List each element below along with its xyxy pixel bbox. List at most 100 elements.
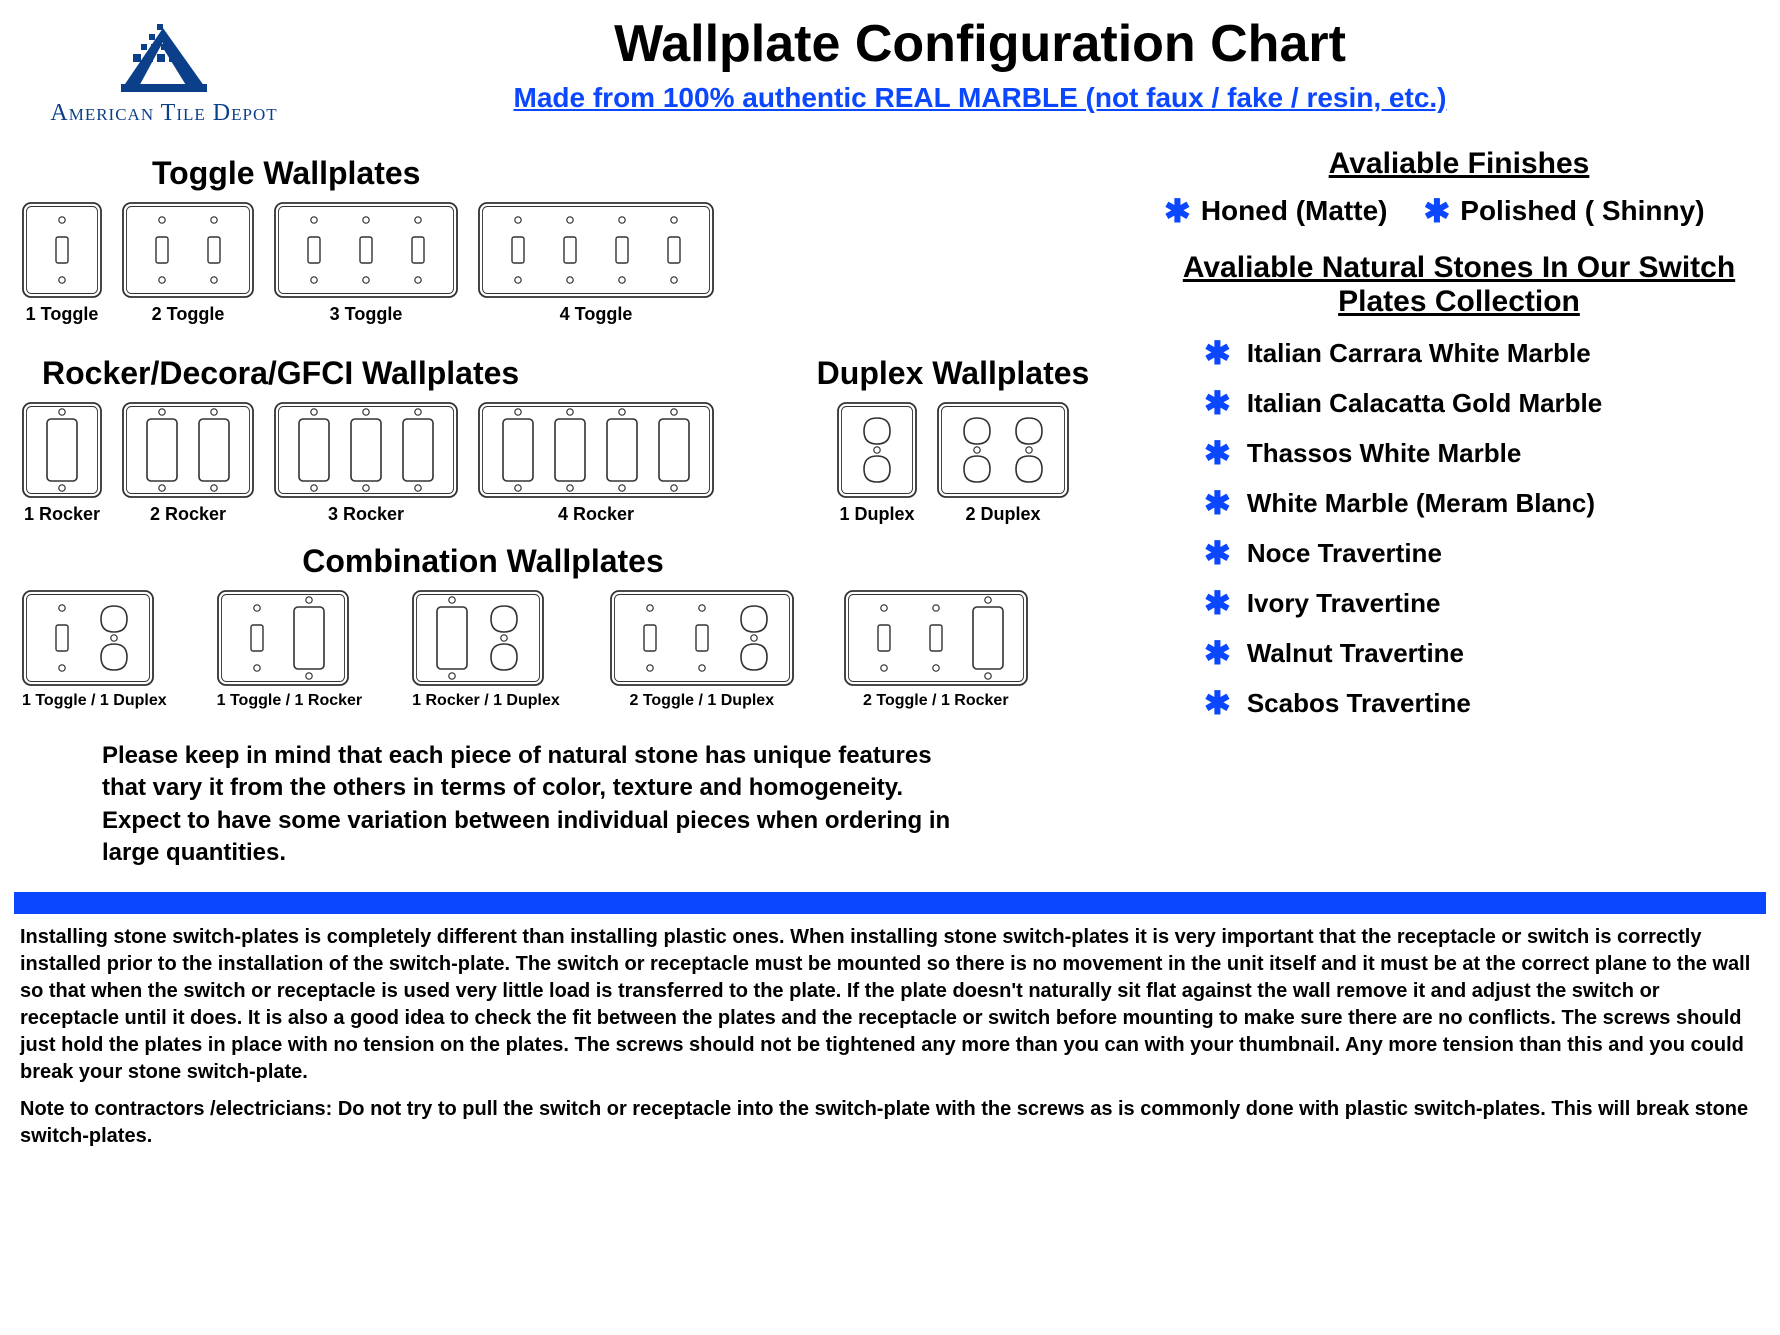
plate-label: 1 Duplex xyxy=(837,504,917,525)
wallplate-icon xyxy=(22,402,102,498)
stone-item: ✱ Italian Carrara White Marble xyxy=(1204,337,1754,369)
plate-item: 1 Rocker xyxy=(22,402,102,525)
plate-item: 1 Toggle / 1 Duplex xyxy=(22,590,167,710)
wallplate-icon xyxy=(217,590,349,686)
plate-label: 1 Toggle xyxy=(22,304,102,325)
row-combo: 1 Toggle / 1 Duplex 1 Toggle / 1 Rocker 1 … xyxy=(22,590,1164,710)
bullet-star-icon: ✱ xyxy=(1423,195,1450,227)
wallplate-icon xyxy=(22,590,154,686)
plate-label: 4 Rocker xyxy=(478,504,714,525)
plate-item: 1 Rocker / 1 Duplex xyxy=(412,590,560,710)
finish-item: ✱ Honed (Matte) xyxy=(1164,195,1387,227)
plate-item: 3 Toggle xyxy=(274,202,458,325)
finishes-list: ✱ Honed (Matte) ✱ Polished ( Shinny) xyxy=(1164,195,1754,227)
plate-item: 4 Toggle xyxy=(478,202,714,325)
plate-item: 2 Toggle / 1 Duplex xyxy=(610,590,794,710)
wallplate-icon xyxy=(412,590,544,686)
stone-label: Italian Carrara White Marble xyxy=(1247,338,1591,369)
stone-item: ✱ Ivory Travertine xyxy=(1204,587,1754,619)
title-block: Wallplate Configuration Chart Made from … xyxy=(314,10,1766,114)
section-title-duplex: Duplex Wallplates xyxy=(742,355,1164,392)
plate-item: 2 Rocker xyxy=(122,402,254,525)
plate-item: 3 Rocker xyxy=(274,402,458,525)
stone-label: Noce Travertine xyxy=(1247,538,1442,569)
plate-label: 3 Rocker xyxy=(274,504,458,525)
section-title-toggle: Toggle Wallplates xyxy=(152,155,1164,192)
stone-item: ✱ Noce Travertine xyxy=(1204,537,1754,569)
plate-label: 1 Rocker / 1 Duplex xyxy=(412,692,560,710)
bullet-star-icon: ✱ xyxy=(1164,195,1191,227)
finish-label: Honed (Matte) xyxy=(1201,195,1388,227)
wallplate-icon xyxy=(478,402,714,498)
stone-label: Thassos White Marble xyxy=(1247,438,1522,469)
stone-item: ✱ Scabos Travertine xyxy=(1204,687,1754,719)
plate-label: 4 Toggle xyxy=(478,304,714,325)
stone-item: ✱ Walnut Travertine xyxy=(1204,637,1754,669)
plate-label: 1 Rocker xyxy=(22,504,102,525)
plate-label: 3 Toggle xyxy=(274,304,458,325)
subtitle-link[interactable]: Made from 100% authentic REAL MARBLE (no… xyxy=(514,82,1447,114)
bullet-star-icon: ✱ xyxy=(1204,537,1231,569)
plate-label: 2 Toggle / 1 Duplex xyxy=(610,692,794,710)
plate-item: 2 Duplex xyxy=(937,402,1069,525)
plate-label: 2 Toggle xyxy=(122,304,254,325)
stone-label: Walnut Travertine xyxy=(1247,638,1464,669)
bullet-star-icon: ✱ xyxy=(1204,687,1231,719)
install-p1: Installing stone switch-plates is comple… xyxy=(20,924,1760,1086)
stone-label: White Marble (Meram Blanc) xyxy=(1247,488,1595,519)
page: American Tile Depot Wallplate Configurat… xyxy=(0,0,1780,1180)
bullet-star-icon: ✱ xyxy=(1204,587,1231,619)
row-rocker: 1 Rocker 2 Rocker 3 Rocker 4 Rocker xyxy=(22,402,742,525)
stones-title: Avaliable Natural Stones In Our Switch P… xyxy=(1164,251,1754,319)
section-title-rocker: Rocker/Decora/GFCI Wallplates xyxy=(42,355,742,392)
bullet-star-icon: ✱ xyxy=(1204,487,1231,519)
stone-item: ✱ Italian Calacatta Gold Marble xyxy=(1204,387,1754,419)
left-column: Toggle Wallplates 1 Toggle 2 Toggle 3 Togg… xyxy=(14,147,1164,870)
bullet-star-icon: ✱ xyxy=(1204,387,1231,419)
wallplate-icon xyxy=(122,202,254,298)
plate-item: 4 Rocker xyxy=(478,402,714,525)
bullet-star-icon: ✱ xyxy=(1204,637,1231,669)
stones-list: ✱ Italian Carrara White Marble ✱ Italian Ca… xyxy=(1164,337,1754,719)
install-instructions: Installing stone switch-plates is comple… xyxy=(14,924,1766,1150)
wallplate-icon xyxy=(22,202,102,298)
stone-item: ✱ Thassos White Marble xyxy=(1204,437,1754,469)
stone-label: Ivory Travertine xyxy=(1247,588,1441,619)
wallplate-icon xyxy=(274,402,458,498)
stone-label: Italian Calacatta Gold Marble xyxy=(1247,388,1602,419)
plate-label: 1 Toggle / 1 Duplex xyxy=(22,692,167,710)
columns: Toggle Wallplates 1 Toggle 2 Toggle 3 Togg… xyxy=(14,147,1766,870)
finish-item: ✱ Polished ( Shinny) xyxy=(1423,195,1704,227)
logo-block: American Tile Depot xyxy=(14,10,314,127)
bullet-star-icon: ✱ xyxy=(1204,437,1231,469)
plate-label: 2 Rocker xyxy=(122,504,254,525)
plate-item: 1 Toggle / 1 Rocker xyxy=(217,590,363,710)
row-duplex: 1 Duplex 2 Duplex xyxy=(742,402,1164,525)
plate-item: 1 Toggle xyxy=(22,202,102,325)
finishes-title: Avaliable Finishes xyxy=(1164,147,1754,181)
right-column: Avaliable Finishes ✱ Honed (Matte) ✱ Polish… xyxy=(1164,147,1764,870)
section-title-combo: Combination Wallplates xyxy=(22,543,944,580)
plate-label: 1 Toggle / 1 Rocker xyxy=(217,692,363,710)
plate-item: 2 Toggle xyxy=(122,202,254,325)
bullet-star-icon: ✱ xyxy=(1204,337,1231,369)
logo-icon xyxy=(99,18,229,98)
plate-label: 2 Toggle / 1 Rocker xyxy=(844,692,1028,710)
stone-label: Scabos Travertine xyxy=(1247,688,1471,719)
header-row: American Tile Depot Wallplate Configurat… xyxy=(14,10,1766,127)
wallplate-icon xyxy=(122,402,254,498)
variation-note: Please keep in mind that each piece of n… xyxy=(102,740,982,870)
page-title: Wallplate Configuration Chart xyxy=(314,14,1646,74)
wallplate-icon xyxy=(937,402,1069,498)
wallplate-icon xyxy=(610,590,794,686)
finish-label: Polished ( Shinny) xyxy=(1460,195,1704,227)
stone-item: ✱ White Marble (Meram Blanc) xyxy=(1204,487,1754,519)
plate-item: 2 Toggle / 1 Rocker xyxy=(844,590,1028,710)
plate-item: 1 Duplex xyxy=(837,402,917,525)
wallplate-icon xyxy=(478,202,714,298)
divider-bar xyxy=(14,892,1766,914)
plate-label: 2 Duplex xyxy=(937,504,1069,525)
wallplate-icon xyxy=(844,590,1028,686)
row-toggle: 1 Toggle 2 Toggle 3 Toggle 4 Toggle xyxy=(22,202,1164,325)
logo-text: American Tile Depot xyxy=(14,100,314,127)
